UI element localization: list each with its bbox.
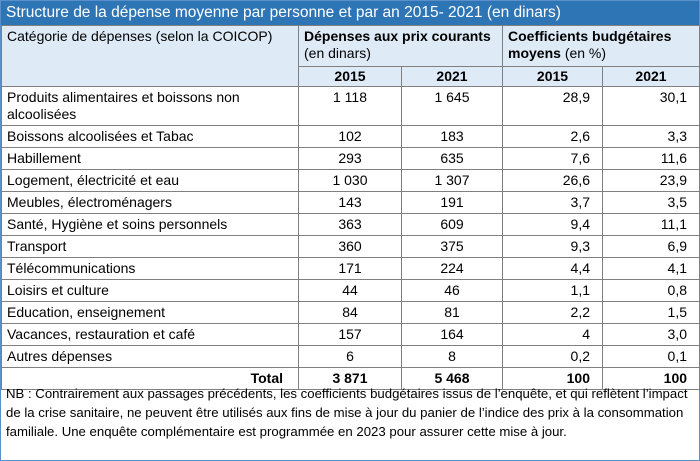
coef-2015-cell: 2,2 <box>502 301 603 324</box>
coef-2021-cell: 1,5 <box>601 301 700 324</box>
coef-2015-cell: 1,1 <box>502 279 603 302</box>
expense-2015-cell: 171 <box>298 257 402 280</box>
table-row: Habillement 293 635 7,6 11,6 <box>1 147 700 170</box>
coef-2021-cell: 11,1 <box>601 213 700 236</box>
expense-2015-cell: 293 <box>298 147 402 170</box>
expense-2021-cell: 183 <box>401 125 503 148</box>
coef-2021-cell: 11,6 <box>601 147 700 170</box>
expense-2015-cell: 363 <box>298 213 402 236</box>
coef-2021-cell: 6,9 <box>601 235 700 258</box>
category-header: Catégorie de dépenses (selon la COICOP) <box>1 25 299 87</box>
expense-2015-cell: 143 <box>298 191 402 214</box>
expense-2021-cell: 1 307 <box>401 169 503 192</box>
table-row: Logement, électricité et eau 1 030 1 307 26… <box>1 169 700 192</box>
category-cell: Logement, électricité et eau <box>1 169 299 192</box>
category-cell: Santé, Hygiène et soins personnels <box>1 213 299 236</box>
year-header: 2015 <box>502 66 603 87</box>
expense-2021-cell: 609 <box>401 213 503 236</box>
category-cell: Vacances, restauration et café <box>1 323 299 346</box>
footnote: NB : Contrairement aux passages précéden… <box>6 386 688 439</box>
expense-2015-cell: 44 <box>298 279 402 302</box>
expense-2015-cell: 1 030 <box>298 169 402 192</box>
table-title: Structure de la dépense moyenne par pers… <box>1 1 699 25</box>
coef-2015-cell: 4,4 <box>502 257 603 280</box>
category-cell: Boissons alcoolisées et Tabac <box>1 125 299 148</box>
table-row: Transport 360 375 9,3 6,9 <box>1 235 700 258</box>
expense-2015-cell: 3 871 <box>298 367 402 390</box>
category-cell: Autres dépenses <box>1 345 299 368</box>
category-cell: Meubles, électroménagers <box>1 191 299 214</box>
expense-2015-cell: 6 <box>298 345 402 368</box>
coef-2021-cell: 3,5 <box>601 191 700 214</box>
category-cell: Produits alimentaires et boissons non al… <box>1 86 299 126</box>
expense-2015-cell: 360 <box>298 235 402 258</box>
table-row: Santé, Hygiène et soins personnels 363 609… <box>1 213 700 236</box>
coefficients-group-unit: (en %) <box>564 45 607 61</box>
category-cell: Loisirs et culture <box>1 279 299 302</box>
table-row: Vacances, restauration et café 157 164 4 3,0 <box>1 323 700 346</box>
table-row: Boissons alcoolisées et Tabac 102 183 2,6 3,… <box>1 125 700 148</box>
coef-2015-cell: 28,9 <box>502 86 603 126</box>
coef-2021-cell: 0,8 <box>601 279 700 302</box>
coef-2015-cell: 9,4 <box>502 213 603 236</box>
coef-2015-cell: 4 <box>502 323 603 346</box>
year-header: 2015 <box>298 66 402 87</box>
table-row: Education, enseignement 84 81 2,2 1,5 <box>1 301 700 324</box>
table-row: Produits alimentaires et boissons non al… <box>1 86 700 126</box>
table-row: Autres dépenses 6 8 0,2 0,1 <box>1 345 700 368</box>
expense-2021-cell: 191 <box>401 191 503 214</box>
coef-2015-cell: 26,6 <box>502 169 603 192</box>
expense-2021-cell: 5 468 <box>401 367 503 390</box>
year-header: 2021 <box>601 66 700 87</box>
coef-2021-cell: 4,1 <box>601 257 700 280</box>
expense-table: Catégorie de dépenses (selon la COICOP) … <box>1 25 700 390</box>
coef-2021-cell: 0,1 <box>601 345 700 368</box>
expense-2021-cell: 81 <box>401 301 503 324</box>
expense-2021-cell: 46 <box>401 279 503 302</box>
total-row: Total 3 871 5 468 100 100 <box>1 367 700 390</box>
expense-2015-cell: 102 <box>298 125 402 148</box>
coef-2021-cell: 3,3 <box>601 125 700 148</box>
coefficients-group-title: Coefficients budgétaires moyens <box>508 28 672 61</box>
category-cell: Télécommunications <box>1 257 299 280</box>
coefficients-group-header: Coefficients budgétaires moyens (en %) <box>501 25 700 67</box>
coef-2021-cell: 30,1 <box>601 86 700 126</box>
expense-2021-cell: 224 <box>401 257 503 280</box>
year-header: 2021 <box>401 66 503 87</box>
table-row: Télécommunications 171 224 4,4 4,1 <box>1 257 700 280</box>
expenses-group-unit: (en dinars) <box>304 45 371 61</box>
coef-2021-cell: 100 <box>601 367 700 390</box>
coef-2015-cell: 100 <box>502 367 603 390</box>
category-cell: Education, enseignement <box>1 301 299 324</box>
category-cell: Habillement <box>1 147 299 170</box>
coef-2015-cell: 0,2 <box>502 345 603 368</box>
coef-2015-cell: 2,6 <box>502 125 603 148</box>
expense-2015-cell: 1 118 <box>298 86 402 126</box>
table-row: Loisirs et culture 44 46 1,1 0,8 <box>1 279 700 302</box>
category-cell: Transport <box>1 235 299 258</box>
coef-2015-cell: 9,3 <box>502 235 603 258</box>
expense-2021-cell: 8 <box>401 345 503 368</box>
expense-2021-cell: 375 <box>401 235 503 258</box>
expenses-group-title: Dépenses aux prix courants <box>304 28 491 44</box>
table-row: Meubles, électroménagers 143 191 3,7 3,5 <box>1 191 700 214</box>
expense-2021-cell: 164 <box>401 323 503 346</box>
expenses-group-header: Dépenses aux prix courants (en dinars) <box>298 25 503 67</box>
coef-2015-cell: 3,7 <box>502 191 603 214</box>
coef-2015-cell: 7,6 <box>502 147 603 170</box>
expense-2015-cell: 157 <box>298 323 402 346</box>
expense-2021-cell: 635 <box>401 147 503 170</box>
expense-2015-cell: 84 <box>298 301 402 324</box>
coef-2021-cell: 3,0 <box>601 323 700 346</box>
coef-2021-cell: 23,9 <box>601 169 700 192</box>
expense-2021-cell: 1 645 <box>401 86 503 126</box>
